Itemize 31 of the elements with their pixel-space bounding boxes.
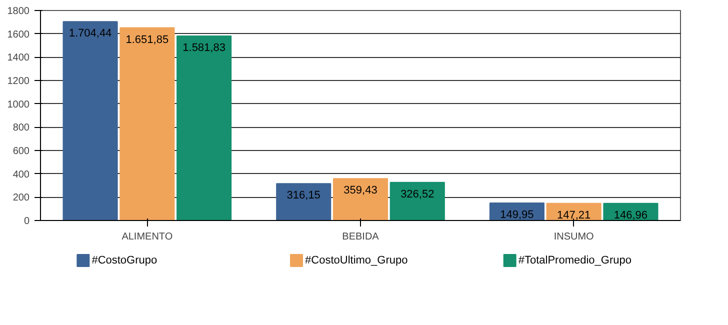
data-label: 1.704,44: [68, 28, 112, 40]
y-tick-label: 1400: [7, 52, 30, 64]
bar: [332, 178, 388, 220]
data-label: 1.581,83: [182, 42, 226, 54]
y-tick-label: 0: [24, 216, 30, 227]
data-label: 316,15: [286, 190, 320, 202]
data-label: 1.651,85: [126, 34, 169, 46]
y-tick-label: 1600: [7, 29, 30, 40]
x-tick-label: BEBIDA: [342, 232, 380, 242]
legend-label: #TotalPromedio_Grupo: [518, 254, 632, 266]
legend-label: #CostoUltimo_Grupo: [305, 254, 408, 266]
data-label: 146,96: [614, 209, 648, 222]
x-tick-label: INSUMO: [554, 232, 594, 242]
data-label: 359,43: [344, 184, 378, 197]
data-label: 149,95: [500, 209, 534, 222]
legend-label: #CostoGrupo: [92, 254, 158, 266]
data-label: 147,21: [557, 209, 591, 222]
y-tick-label: 200: [12, 192, 30, 204]
y-tick-label: 400: [12, 169, 30, 180]
data-label: 326,52: [400, 188, 434, 200]
y-tick-label: 1000: [7, 99, 30, 110]
bar: [390, 182, 445, 220]
x-tick-label: ALIMENTO: [122, 232, 173, 242]
y-tick-label: 1200: [7, 76, 30, 87]
bar: [120, 27, 175, 220]
y-tick-label: 600: [12, 146, 30, 157]
bar: [276, 183, 332, 220]
bar: [62, 21, 118, 220]
y-tick-label: 1800: [7, 6, 30, 17]
bar: [176, 35, 232, 220]
y-tick-label: 800: [12, 122, 30, 134]
